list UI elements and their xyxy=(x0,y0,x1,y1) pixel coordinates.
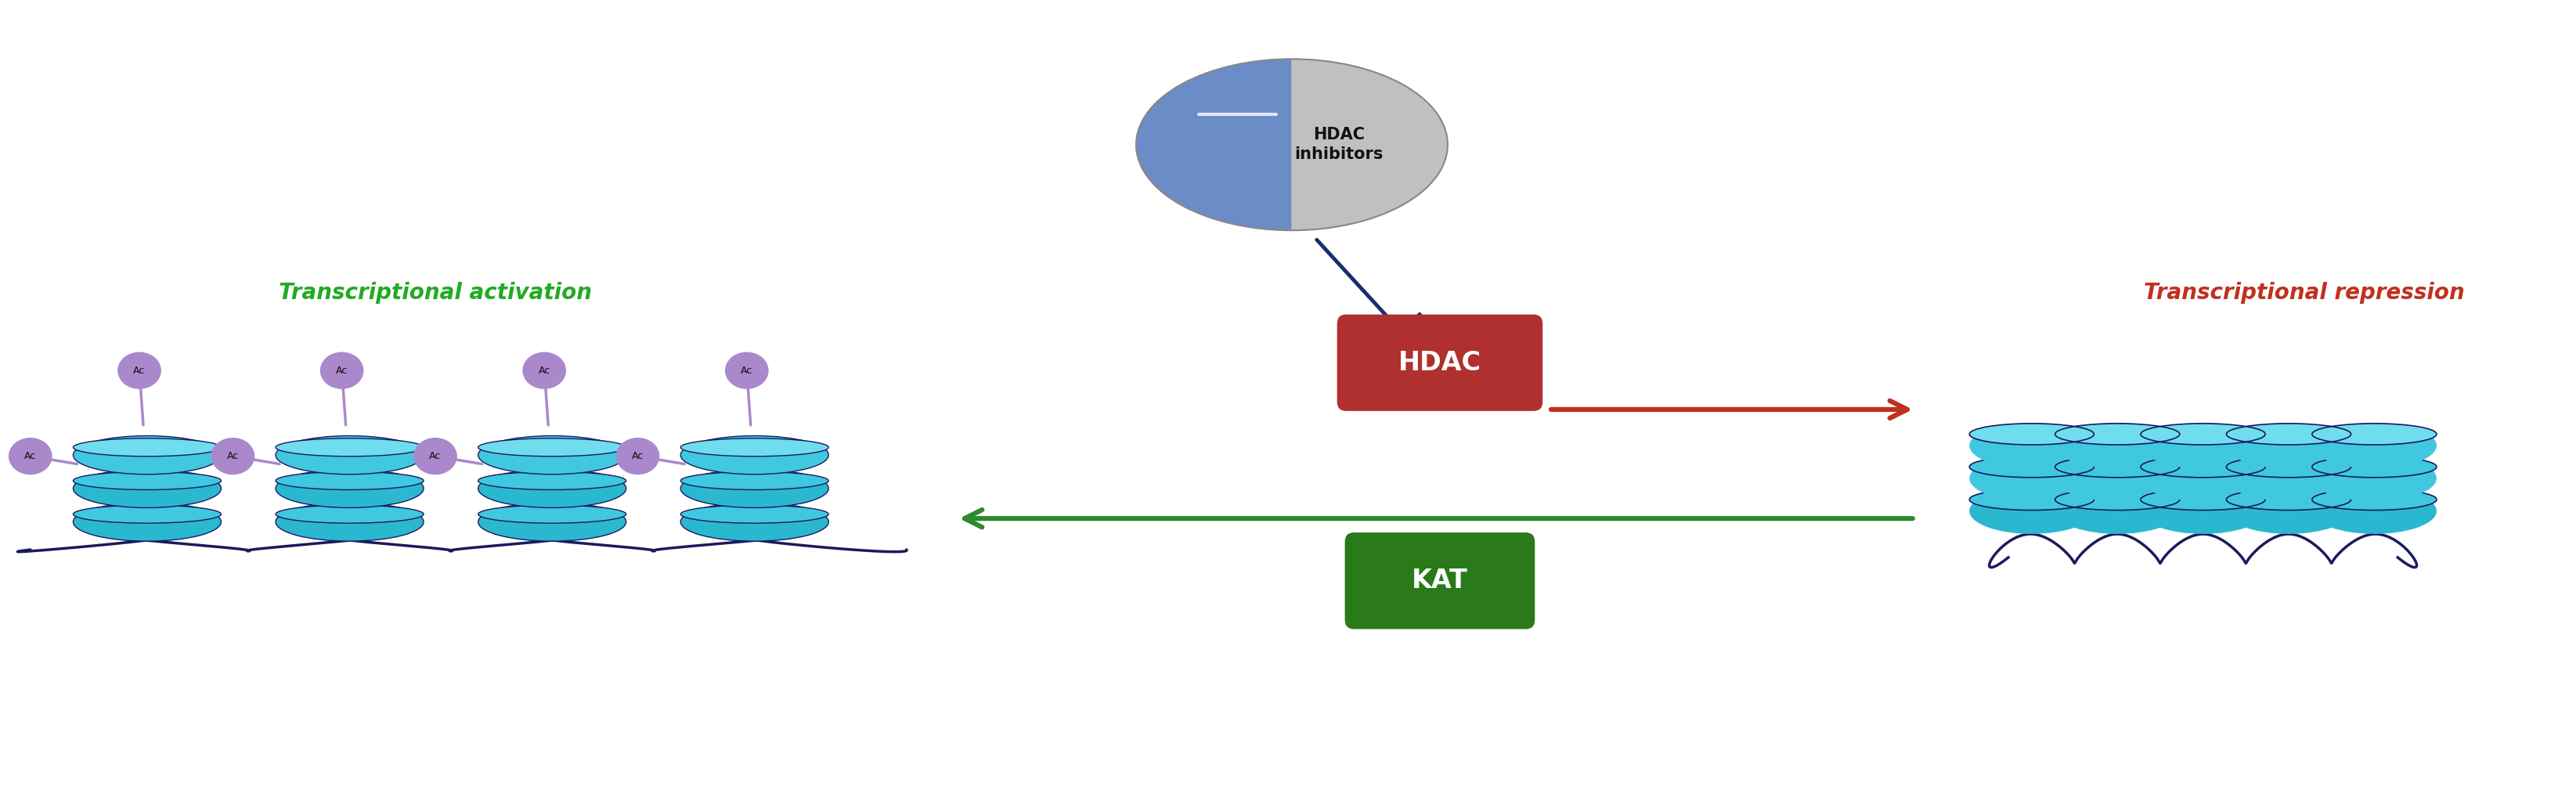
Text: Transcriptional activation: Transcriptional activation xyxy=(278,282,592,304)
Ellipse shape xyxy=(523,352,567,389)
Ellipse shape xyxy=(479,502,626,541)
Ellipse shape xyxy=(2226,456,2349,501)
Ellipse shape xyxy=(680,502,829,541)
Text: Ac: Ac xyxy=(23,451,36,461)
Ellipse shape xyxy=(72,472,222,489)
Ellipse shape xyxy=(2141,457,2264,477)
Ellipse shape xyxy=(2226,424,2349,445)
Ellipse shape xyxy=(276,469,422,508)
Ellipse shape xyxy=(1968,457,2094,477)
Ellipse shape xyxy=(2056,457,2179,477)
Ellipse shape xyxy=(2056,489,2179,510)
Ellipse shape xyxy=(680,436,829,474)
Text: Ac: Ac xyxy=(739,365,752,376)
Ellipse shape xyxy=(72,505,222,523)
FancyBboxPatch shape xyxy=(1345,533,1535,629)
Text: Ac: Ac xyxy=(227,451,240,461)
Text: Ac: Ac xyxy=(134,365,144,376)
Ellipse shape xyxy=(479,436,626,474)
Text: Transcriptional repression: Transcriptional repression xyxy=(2143,282,2463,304)
Ellipse shape xyxy=(276,502,422,541)
Ellipse shape xyxy=(412,437,456,475)
Text: Ac: Ac xyxy=(631,451,644,461)
Ellipse shape xyxy=(319,352,363,389)
Ellipse shape xyxy=(2141,488,2264,534)
Ellipse shape xyxy=(72,436,222,474)
Ellipse shape xyxy=(118,352,162,389)
Text: HDAC: HDAC xyxy=(1399,350,1481,376)
Ellipse shape xyxy=(2311,456,2437,501)
Ellipse shape xyxy=(1968,489,2094,510)
Ellipse shape xyxy=(2141,424,2264,445)
Ellipse shape xyxy=(2141,456,2264,501)
Text: Ac: Ac xyxy=(538,365,551,376)
Polygon shape xyxy=(1136,59,1291,231)
FancyBboxPatch shape xyxy=(1337,315,1543,411)
Ellipse shape xyxy=(2311,423,2437,469)
Ellipse shape xyxy=(2141,423,2264,469)
Ellipse shape xyxy=(2311,457,2437,477)
Ellipse shape xyxy=(2226,423,2349,469)
Ellipse shape xyxy=(680,469,829,508)
Ellipse shape xyxy=(479,505,626,523)
Ellipse shape xyxy=(616,437,659,475)
Ellipse shape xyxy=(276,438,422,457)
Ellipse shape xyxy=(72,502,222,541)
Text: Ac: Ac xyxy=(335,365,348,376)
Ellipse shape xyxy=(724,352,768,389)
Polygon shape xyxy=(1291,59,1448,231)
Ellipse shape xyxy=(2056,424,2179,445)
Ellipse shape xyxy=(2056,456,2179,501)
Ellipse shape xyxy=(8,437,52,475)
Ellipse shape xyxy=(1968,456,2094,501)
Ellipse shape xyxy=(680,438,829,457)
Text: Ac: Ac xyxy=(430,451,440,461)
Ellipse shape xyxy=(2056,423,2179,469)
Ellipse shape xyxy=(479,438,626,457)
Text: KAT: KAT xyxy=(1412,568,1468,594)
Ellipse shape xyxy=(276,505,422,523)
Text: HDAC
inhibitors: HDAC inhibitors xyxy=(1293,127,1383,163)
Ellipse shape xyxy=(2226,457,2349,477)
Ellipse shape xyxy=(2226,489,2349,510)
Ellipse shape xyxy=(1968,424,2094,445)
Ellipse shape xyxy=(680,505,829,523)
Ellipse shape xyxy=(211,437,255,475)
Ellipse shape xyxy=(2226,488,2349,534)
Ellipse shape xyxy=(72,469,222,508)
Ellipse shape xyxy=(72,438,222,457)
Ellipse shape xyxy=(1968,423,2094,469)
Ellipse shape xyxy=(2056,488,2179,534)
Ellipse shape xyxy=(2311,488,2437,534)
Ellipse shape xyxy=(680,472,829,489)
Ellipse shape xyxy=(479,469,626,508)
Ellipse shape xyxy=(479,472,626,489)
Ellipse shape xyxy=(2311,424,2437,445)
Ellipse shape xyxy=(276,436,422,474)
Ellipse shape xyxy=(2141,489,2264,510)
Ellipse shape xyxy=(1968,488,2094,534)
Ellipse shape xyxy=(276,472,422,489)
Ellipse shape xyxy=(2311,489,2437,510)
